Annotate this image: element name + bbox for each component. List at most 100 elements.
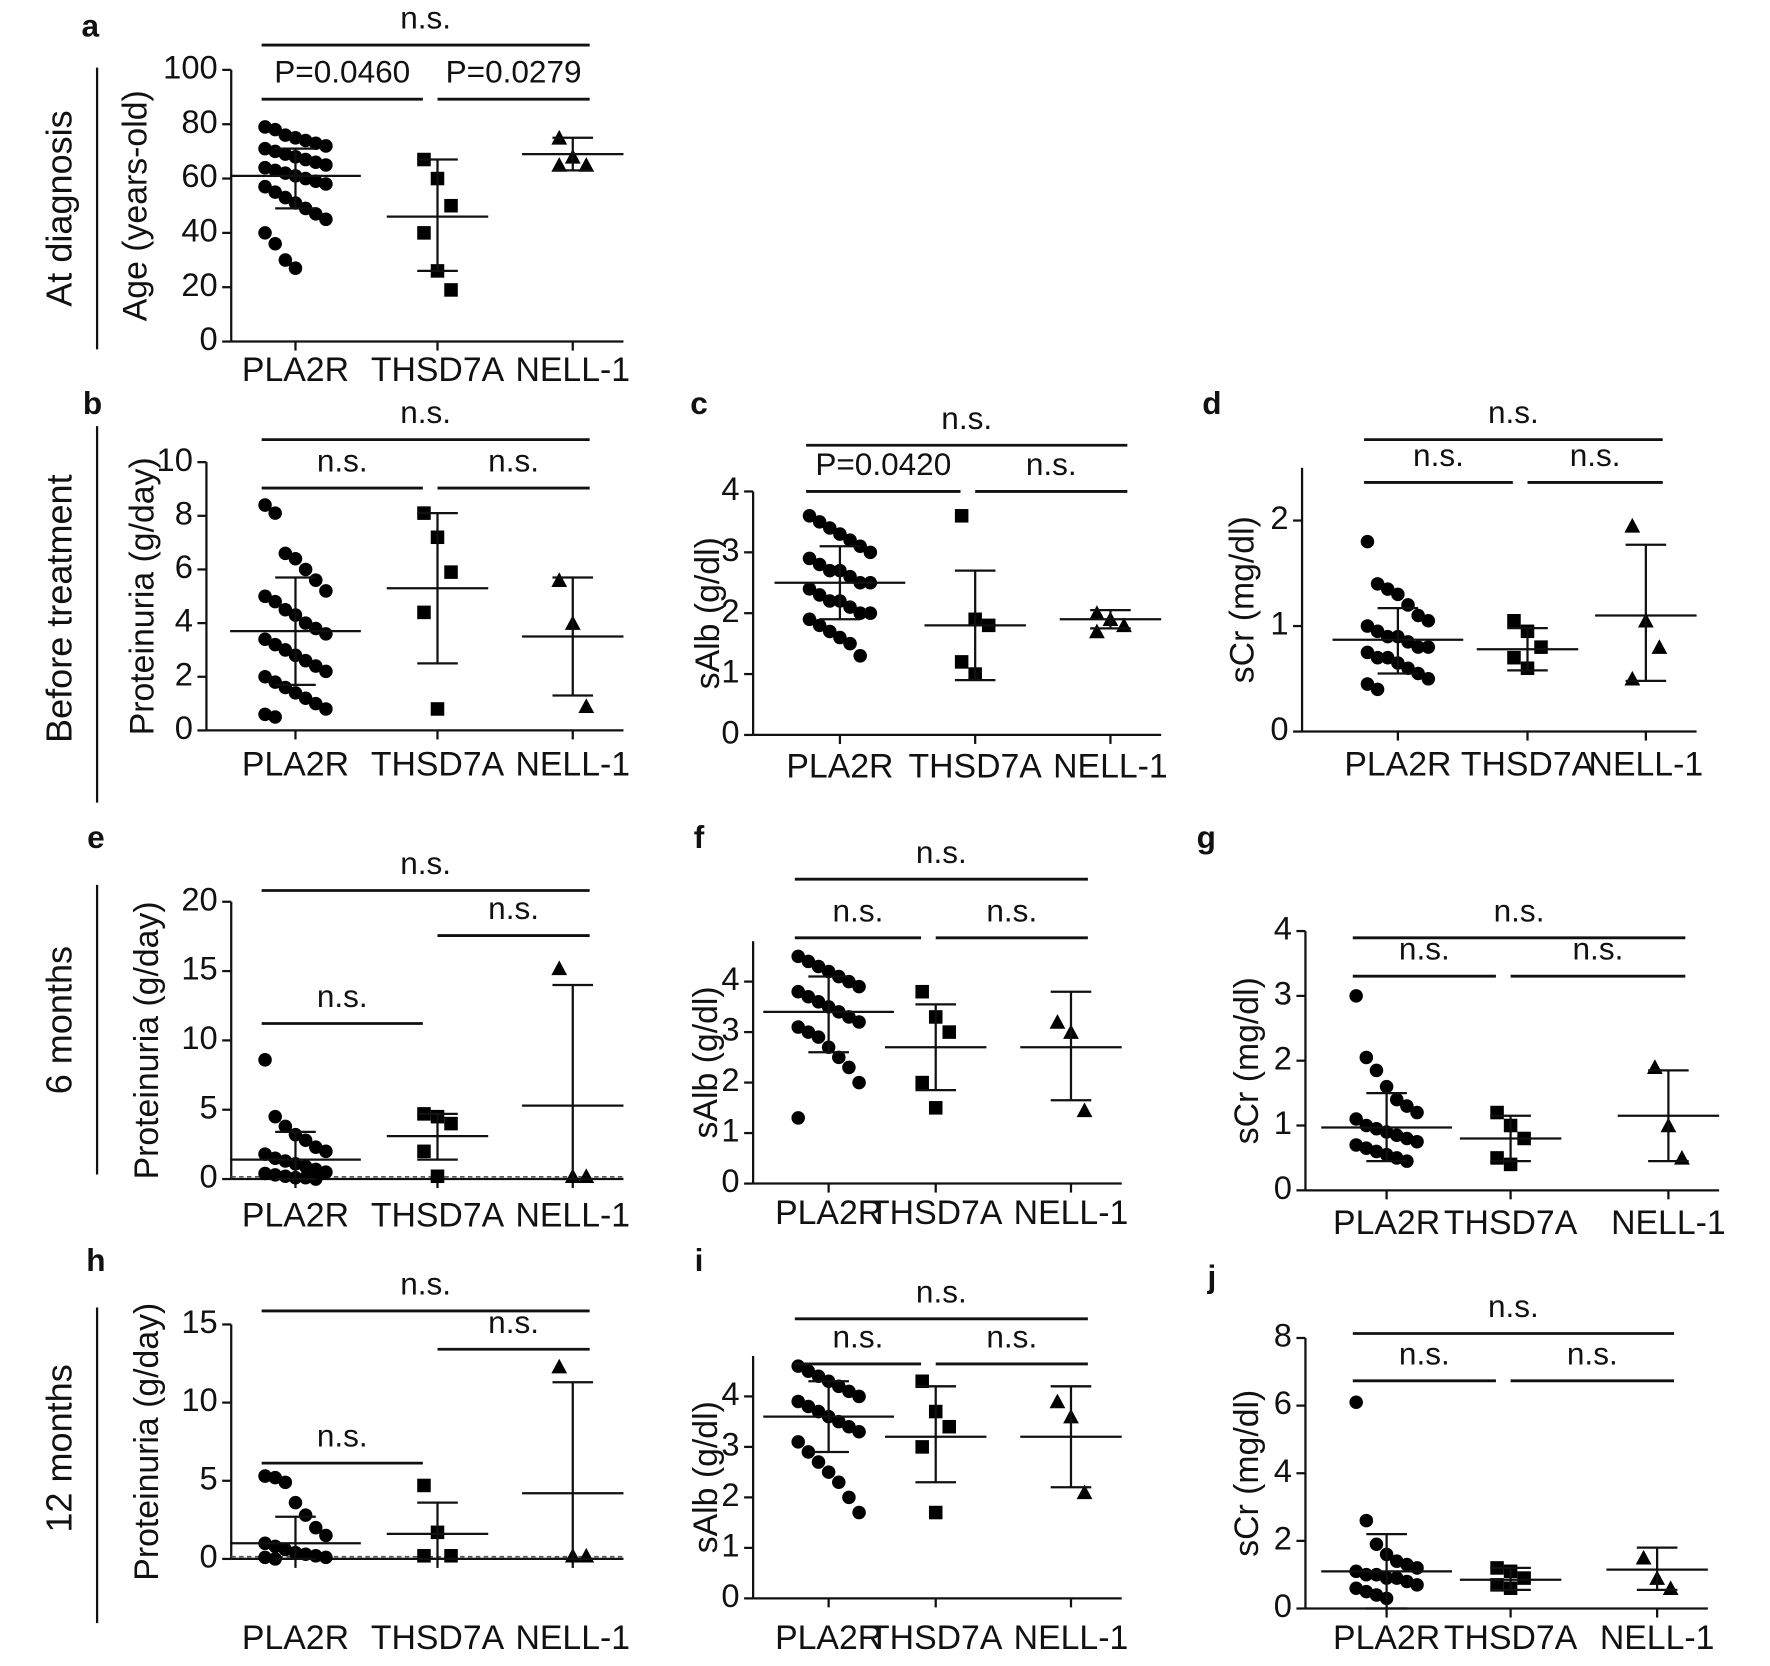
dot <box>1369 1063 1384 1078</box>
dot <box>319 664 333 679</box>
dot <box>309 207 323 221</box>
comparison-label: n.s. <box>1399 931 1450 967</box>
dot <box>298 1159 313 1174</box>
dot <box>1089 623 1105 639</box>
dot <box>278 1119 293 1134</box>
dot <box>1635 1549 1652 1565</box>
dot <box>801 1025 816 1039</box>
y-axis-label: sCr (mg/dl) <box>1224 516 1262 683</box>
dot <box>1359 1050 1374 1065</box>
dot <box>444 283 458 297</box>
dot <box>1624 517 1641 533</box>
row-label: 6 months <box>39 946 80 1094</box>
dot <box>430 702 445 716</box>
dot <box>1089 605 1105 620</box>
dot <box>1507 614 1521 628</box>
dot <box>852 1424 866 1439</box>
dot <box>802 509 817 523</box>
dot <box>298 691 313 705</box>
panel-letter: c <box>690 385 708 421</box>
y-tick-label: 5 <box>200 1088 218 1125</box>
x-tick-label: PLA2R <box>775 1194 882 1232</box>
y-tick-label: 3 <box>1274 975 1292 1012</box>
dot <box>852 1015 866 1029</box>
dot <box>1646 1059 1663 1074</box>
dot <box>823 624 837 639</box>
dot <box>823 521 837 535</box>
row-label: Before treatment <box>39 474 80 743</box>
dot <box>1421 672 1436 686</box>
dot <box>258 1166 272 1181</box>
y-axis-label: Proteinuria (g/day) <box>128 901 166 1179</box>
dot <box>842 974 856 989</box>
dot <box>915 984 929 999</box>
comparison-label: n.s. <box>916 834 967 870</box>
y-tick-label: 3 <box>721 1426 739 1463</box>
dot <box>268 185 282 199</box>
dot <box>811 1369 826 1383</box>
y-tick-label: 0 <box>175 709 193 746</box>
dot <box>288 686 303 700</box>
comparison-label: n.s. <box>1488 394 1539 430</box>
dot <box>1674 1150 1690 1165</box>
y-tick-label: 3 <box>721 531 739 568</box>
dot <box>258 141 272 156</box>
dot <box>417 605 431 620</box>
dot <box>1401 598 1415 612</box>
dot <box>801 989 816 1004</box>
dot <box>258 632 272 646</box>
dot <box>298 152 313 167</box>
dot <box>551 572 568 587</box>
dot <box>268 163 282 178</box>
y-tick-label: 1 <box>1274 1104 1292 1141</box>
y-tick-label: 15 <box>181 950 217 987</box>
comparison-label: n.s. <box>1570 437 1621 473</box>
x-tick-label: PLA2R <box>786 748 893 786</box>
x-tick-label: NELL-1 <box>515 351 630 389</box>
dot <box>832 1379 846 1394</box>
dot <box>258 670 272 684</box>
dot <box>1411 640 1425 654</box>
dot <box>1049 1014 1066 1029</box>
x-tick-label: NELL-1 <box>1589 745 1704 783</box>
dot <box>1389 1128 1404 1142</box>
y-tick-label: 6 <box>175 548 193 585</box>
dot <box>811 1404 826 1419</box>
dot <box>268 1109 282 1124</box>
comparison-label: n.s. <box>400 1265 451 1301</box>
y-tick-label: 10 <box>181 1381 217 1418</box>
dot <box>852 1075 866 1090</box>
comparison-label: n.s. <box>1488 1288 1539 1324</box>
dot <box>1421 640 1436 654</box>
x-tick-label: PLA2R <box>242 351 349 389</box>
dot <box>309 1520 323 1535</box>
panel-letter: i <box>695 1242 704 1278</box>
dot <box>1490 1578 1504 1592</box>
dot <box>278 1475 293 1490</box>
dot <box>942 1025 957 1039</box>
row-label: At diagnosis <box>39 110 80 306</box>
y-tick-label: 8 <box>1274 1317 1292 1354</box>
y-axis-label: sAlb (g/dl) <box>689 537 727 689</box>
dot <box>1534 640 1548 654</box>
dot <box>791 1394 805 1409</box>
y-tick-label: 10 <box>157 441 193 478</box>
dot <box>1349 1112 1363 1126</box>
dot <box>1401 635 1415 649</box>
x-tick-label: NELL-1 <box>1014 1619 1129 1657</box>
dot <box>1349 989 1363 1003</box>
dot <box>278 1154 293 1168</box>
dot <box>1410 1561 1424 1575</box>
dot <box>298 653 313 668</box>
dot <box>319 1165 333 1179</box>
dot <box>258 226 272 240</box>
dot <box>791 949 805 964</box>
dot <box>842 1060 856 1075</box>
dot <box>843 569 857 584</box>
dot <box>811 1455 826 1469</box>
dot <box>309 1162 323 1177</box>
comparison-label: n.s. <box>833 892 884 928</box>
dot <box>1411 608 1425 623</box>
dot <box>1490 1151 1504 1165</box>
